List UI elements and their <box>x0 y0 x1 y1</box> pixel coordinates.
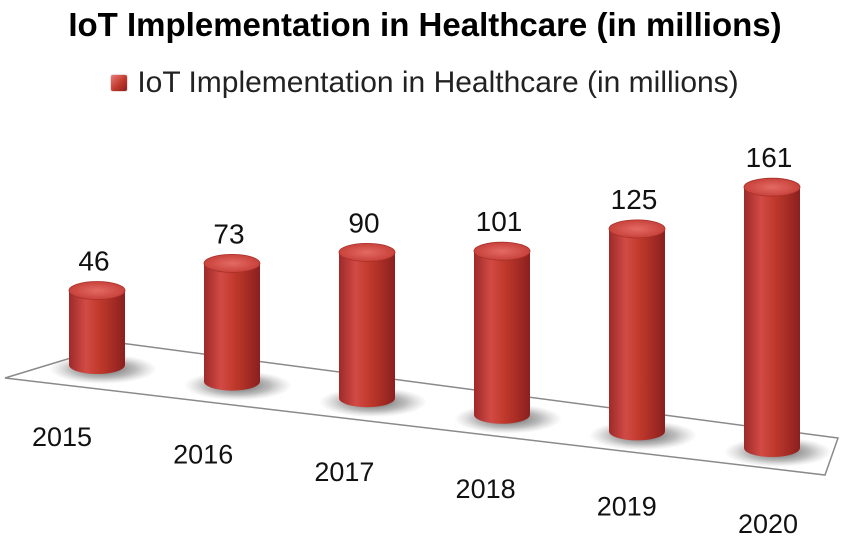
bar-body <box>744 187 800 457</box>
bar-body <box>339 252 395 408</box>
data-label-2019: 125 <box>611 184 658 215</box>
bar-2018 <box>454 241 562 434</box>
category-label-2018: 2018 <box>456 474 516 504</box>
category-label-2015: 2015 <box>32 422 92 452</box>
data-label-2017: 90 <box>348 207 379 238</box>
data-label-2016: 73 <box>213 218 244 249</box>
data-label-2020: 161 <box>746 142 793 173</box>
category-label-2016: 2016 <box>173 439 233 469</box>
data-label-2018: 101 <box>476 206 523 237</box>
bar-top <box>473 241 531 261</box>
bar-2017 <box>319 242 427 418</box>
chart-title: IoT Implementation in Healthcare (in mil… <box>68 6 782 43</box>
bar-body <box>609 228 665 441</box>
legend-swatch <box>111 75 128 91</box>
bar-top <box>68 281 126 300</box>
bar-2019 <box>589 219 697 451</box>
bar-top <box>338 242 396 262</box>
bar-body <box>69 290 125 374</box>
category-label-2019: 2019 <box>597 492 657 522</box>
bar-2020 <box>724 177 832 467</box>
bar-2016 <box>184 253 292 401</box>
bar-top <box>203 253 261 273</box>
bar-body <box>204 263 260 391</box>
legend: IoT Implementation in Healthcare (in mil… <box>0 66 850 100</box>
category-label-2020: 2020 <box>738 509 798 537</box>
bar-2015 <box>49 281 157 384</box>
bar-top <box>743 177 801 197</box>
bar-body <box>474 251 530 424</box>
bar-top <box>608 219 666 239</box>
legend-label: IoT Implementation in Healthcare (in mil… <box>137 66 739 99</box>
data-label-2015: 46 <box>78 245 109 276</box>
category-label-2017: 2017 <box>314 457 374 487</box>
